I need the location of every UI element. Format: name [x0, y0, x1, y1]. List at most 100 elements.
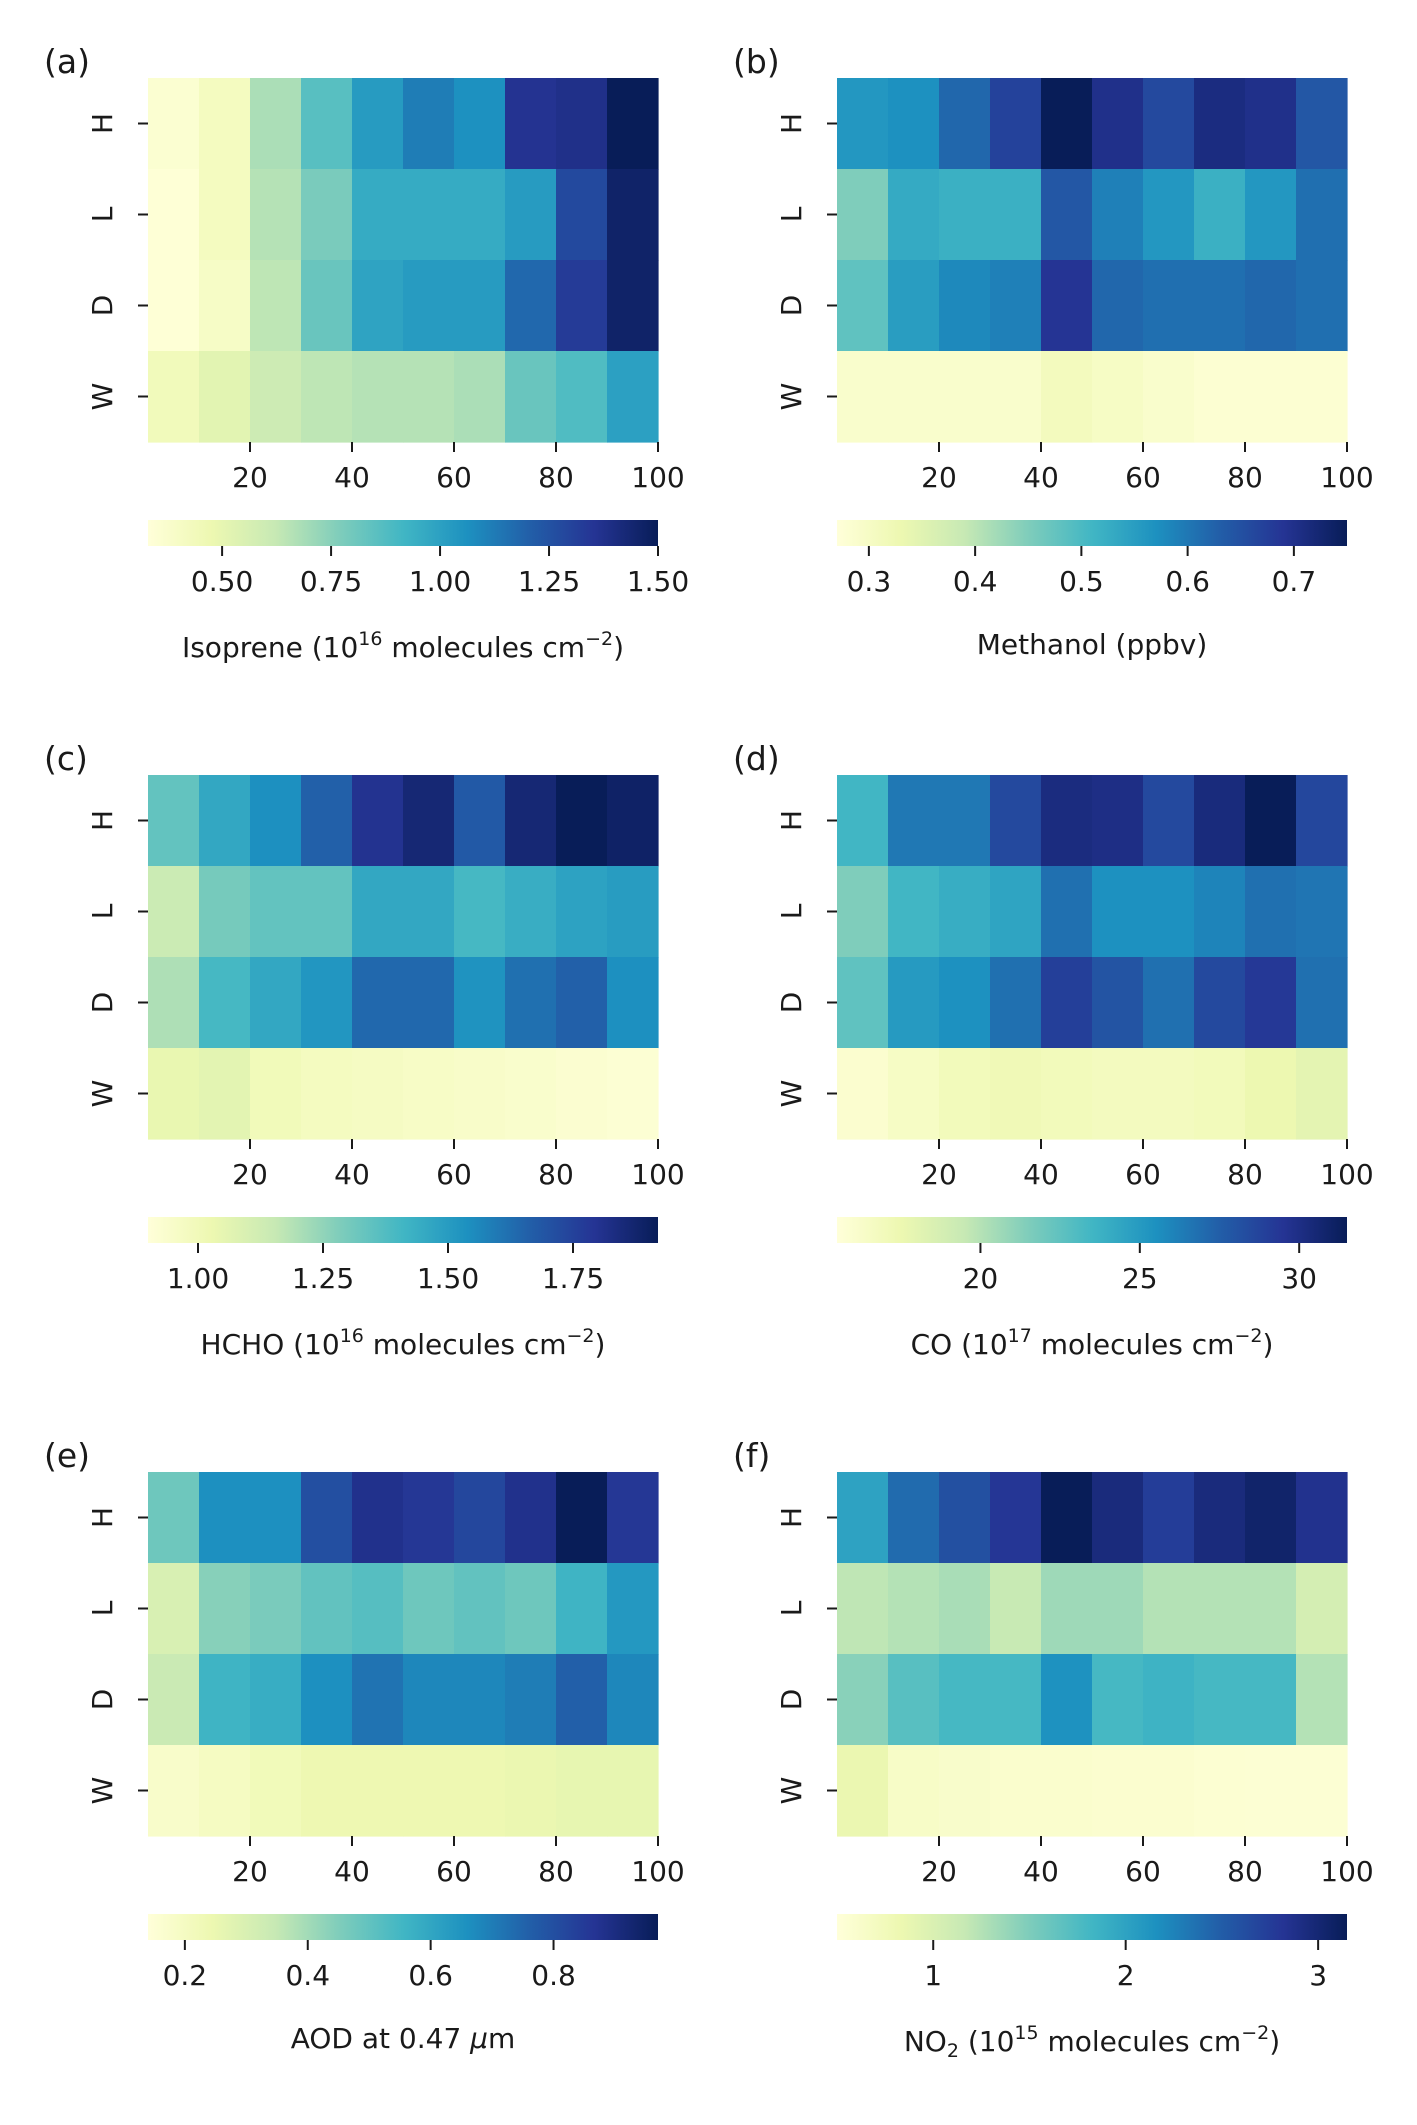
heatmap-cell — [1296, 78, 1348, 170]
heatmap-cell — [1041, 1654, 1093, 1746]
heatmap-cell — [1296, 169, 1348, 261]
label-superscript: −2 — [1241, 2022, 1270, 2044]
heatmap-cell — [1194, 169, 1246, 261]
heatmap-cell — [250, 1048, 302, 1140]
heatmap-cell — [1194, 260, 1246, 352]
heatmap-cell — [556, 260, 608, 352]
colorbar-tick-label: 0.7 — [1272, 565, 1317, 598]
y-tick-label: D — [86, 992, 119, 1014]
heatmap-cell — [403, 351, 455, 443]
heatmap-cell — [301, 957, 353, 1049]
y-tick-label: D — [86, 295, 119, 317]
heatmap-cell — [556, 1745, 608, 1837]
heatmap-cell — [837, 78, 889, 170]
heatmap-cell — [352, 957, 404, 1049]
heatmap-cell — [837, 1048, 889, 1140]
y-tick-label: H — [775, 113, 808, 134]
heatmap-cell — [990, 351, 1042, 443]
heatmap-cell — [1296, 775, 1348, 867]
heatmap-cell — [1143, 169, 1195, 261]
heatmap-cell — [888, 866, 940, 958]
x-tick-label: 80 — [538, 461, 574, 494]
heatmap-cell — [1092, 78, 1144, 170]
heatmap-cell — [199, 957, 251, 1049]
x-tick-label: 20 — [232, 1158, 268, 1191]
heatmap-cell — [250, 1654, 302, 1746]
x-tick-label: 40 — [334, 1158, 370, 1191]
label-text: ) — [1262, 1328, 1274, 1361]
heatmap-cell — [888, 351, 940, 443]
heatmap-cell — [250, 169, 302, 261]
x-tick-label: 60 — [1125, 1158, 1161, 1191]
heatmap-cell — [888, 1563, 940, 1655]
panel-label: (a) — [44, 42, 90, 81]
heatmap-cell — [556, 1472, 608, 1564]
label-text: CO (10 — [910, 1328, 1008, 1361]
x-tick-label: 100 — [1320, 1158, 1373, 1191]
heatmap-cell — [607, 866, 659, 958]
x-tick-label: 40 — [334, 1855, 370, 1888]
heatmap-cell — [1296, 1472, 1348, 1564]
y-tick-label: D — [775, 295, 808, 317]
heatmap-cell — [505, 1472, 557, 1564]
heatmap-cell — [1041, 78, 1093, 170]
heatmap-cell — [199, 1563, 251, 1655]
heatmap-cell — [403, 260, 455, 352]
heatmap-cell — [505, 1745, 557, 1837]
heatmap-cell — [1092, 775, 1144, 867]
x-tick-label: 60 — [1125, 1855, 1161, 1888]
heatmap-cell — [1143, 1472, 1195, 1564]
colorbar-tick-label: 1.00 — [167, 1262, 229, 1295]
heatmap-cell — [1194, 1654, 1246, 1746]
x-tick-label: 40 — [1023, 1855, 1059, 1888]
heatmap-cell — [1041, 1745, 1093, 1837]
heatmap-cell — [1041, 775, 1093, 867]
heatmap-cell — [301, 1654, 353, 1746]
heatmap-cell — [888, 1048, 940, 1140]
colorbar-tick-label: 0.6 — [1165, 565, 1210, 598]
heatmap-cell — [939, 260, 991, 352]
heatmap-cell — [148, 169, 200, 261]
label-text: ) — [594, 1328, 606, 1361]
heatmap-cell — [148, 1563, 200, 1655]
colorbar-axis-label: Isoprene (1016 molecules cm−2) — [182, 628, 624, 664]
heatmap-cell — [1296, 1654, 1348, 1746]
heatmap-cell — [556, 1563, 608, 1655]
y-tick-label: H — [775, 1507, 808, 1528]
heatmap-cell — [837, 1654, 889, 1746]
label-text: ) — [613, 631, 625, 664]
heatmap-cell — [199, 78, 251, 170]
heatmap-cell — [607, 957, 659, 1049]
heatmap-cell — [505, 775, 557, 867]
heatmap-cell — [990, 1745, 1042, 1837]
heatmap-cell — [1296, 1745, 1348, 1837]
label-text: Methanol (ppbv) — [976, 628, 1208, 661]
heatmap-cell — [1194, 1745, 1246, 1837]
x-tick-label: 20 — [232, 1855, 268, 1888]
label-text: NO — [903, 2025, 947, 2058]
x-tick-label: 40 — [1023, 461, 1059, 494]
heatmap-cell — [556, 957, 608, 1049]
heatmap-cell — [607, 260, 659, 352]
heatmap-cell — [148, 775, 200, 867]
heatmap-cell — [1092, 1048, 1144, 1140]
heatmap-cell — [1194, 351, 1246, 443]
heatmap-cell — [505, 78, 557, 170]
heatmap-cell — [148, 351, 200, 443]
heatmap-cell — [1194, 775, 1246, 867]
heatmap-cell — [301, 169, 353, 261]
panel-label: (e) — [44, 1436, 90, 1475]
heatmap-cell — [352, 1654, 404, 1746]
panel-b: (b) H L D W 20 40 60 80 100 0.3 0.4 0.5 0.6 0.7 — [733, 42, 1374, 598]
y-tick-label: W — [86, 383, 119, 411]
heatmap-cell — [505, 1563, 557, 1655]
heatmap-cell — [352, 1472, 404, 1564]
heatmap-cell — [352, 78, 404, 170]
heatmap-cell — [1041, 957, 1093, 1049]
heatmap-cell — [1296, 1563, 1348, 1655]
heatmap-cell — [888, 260, 940, 352]
heatmap-cell — [505, 957, 557, 1049]
x-tick-label: 100 — [631, 1158, 684, 1191]
heatmap-cell — [301, 775, 353, 867]
heatmap-cell — [888, 78, 940, 170]
